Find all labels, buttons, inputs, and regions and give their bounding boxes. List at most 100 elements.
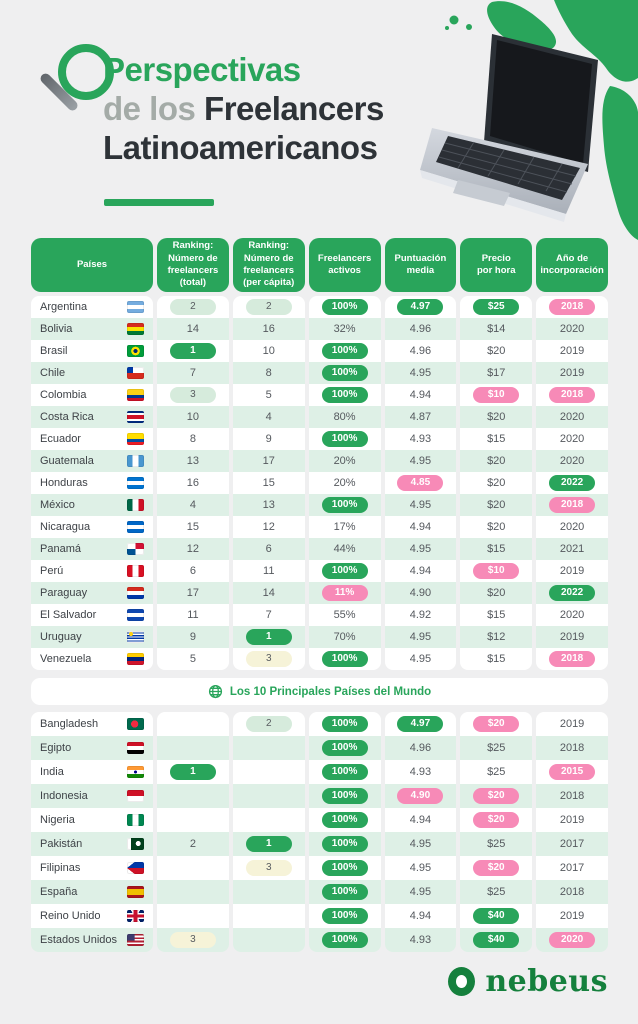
value-cell: 4.96 (384, 340, 457, 362)
value-cell: 2019 (536, 560, 608, 582)
value-cell: 4.96 (384, 736, 457, 760)
value-cell: 2018 (536, 296, 608, 318)
cell-value: 13 (262, 499, 275, 511)
country-name: Brasil (40, 345, 68, 357)
value-cell (232, 760, 305, 784)
cell-value: 20% (333, 477, 356, 489)
value-cell: 13 (232, 494, 305, 516)
world-section-divider: Los 10 Principales Países del Mundo (31, 678, 608, 705)
cell-value: 4.94 (409, 521, 432, 533)
value-pill: 2018 (549, 497, 596, 513)
value-cell: 13 (157, 450, 229, 472)
country-cell: Estados Unidos (31, 928, 153, 952)
cell-value: 7 (265, 609, 272, 621)
cell-value: 9 (189, 631, 196, 643)
country-cell: Nicaragua (31, 516, 153, 538)
cell-value: 15 (186, 521, 200, 533)
value-pill: 100% (321, 497, 368, 513)
cell-value: 70% (333, 631, 356, 643)
cell-value: 4.87 (409, 411, 432, 423)
cell-value: 4 (265, 411, 272, 423)
value-cell: 2020 (536, 450, 608, 472)
cell-value: 16 (262, 323, 275, 335)
country-cell: Paraguay (31, 582, 153, 604)
value-cell: $25 (460, 296, 533, 318)
value-cell: $12 (460, 626, 533, 648)
value-pill: $40 (473, 908, 520, 924)
flag-co-icon (127, 389, 144, 401)
value-cell: 100% (308, 712, 381, 736)
title-word-perspectivas: Perspectivas (103, 51, 301, 88)
flag-mx-icon (127, 499, 144, 511)
value-cell: 10 (157, 406, 229, 428)
value-pill: 100% (321, 563, 368, 579)
cell-value: $25 (487, 742, 506, 754)
cell-value: 2020 (559, 521, 585, 533)
country-name: Argentina (40, 301, 88, 313)
value-pill: 100% (321, 908, 368, 924)
title-word-freelancers: Freelancers (204, 90, 384, 127)
value-pill: 100% (321, 343, 368, 359)
cell-value: 32% (333, 323, 356, 335)
value-cell: 2021 (536, 538, 608, 560)
cell-value: 2018 (559, 790, 585, 802)
table-header-row: Países Ranking: Número de freelancers (to… (31, 238, 608, 292)
cell-value: $20 (487, 521, 506, 533)
country-cell: España (31, 880, 153, 904)
cell-value: 8 (189, 433, 196, 445)
value-cell: $15 (460, 604, 533, 626)
flag-ve-icon (127, 653, 144, 665)
value-cell: 4.93 (384, 760, 457, 784)
cell-value: 13 (186, 455, 200, 467)
value-pill: 2022 (549, 475, 596, 491)
value-cell: 2018 (536, 494, 608, 516)
country-name: El Salvador (40, 609, 97, 621)
country-cell: Venezuela (31, 648, 153, 670)
value-cell: 2017 (536, 832, 608, 856)
value-cell: 4.95 (384, 362, 457, 384)
cell-value: 17 (186, 587, 200, 599)
value-pill: 3 (169, 932, 216, 948)
value-cell: 9 (232, 428, 305, 450)
title-word-de-los: de los (103, 90, 196, 127)
value-pill: 1 (245, 836, 292, 852)
value-cell: $14 (460, 318, 533, 340)
value-cell: 4.94 (384, 808, 457, 832)
cell-value: 17 (262, 455, 275, 467)
value-cell: 9 (157, 626, 229, 648)
country-cell: El Salvador (31, 604, 153, 626)
value-cell: 4.95 (384, 450, 457, 472)
country-name: Bangladesh (40, 718, 99, 730)
value-pill: 2 (245, 299, 292, 315)
value-pill: 100% (321, 860, 368, 876)
flag-pk-icon (127, 838, 144, 850)
value-cell: 4.94 (384, 516, 457, 538)
value-cell: 2022 (536, 472, 608, 494)
value-cell: 4.95 (384, 832, 457, 856)
value-pill: 11% (321, 585, 368, 601)
value-cell (157, 808, 229, 832)
value-cell: 100% (308, 428, 381, 450)
country-cell: México (31, 494, 153, 516)
value-cell: 4.95 (384, 880, 457, 904)
flag-es-icon (127, 886, 144, 898)
country-name: México (40, 499, 75, 511)
value-pill: $10 (473, 387, 520, 403)
cell-value: 4.90 (409, 587, 432, 599)
brand-footer: nebeus (448, 964, 608, 999)
value-cell: 4.97 (384, 296, 457, 318)
value-cell: $10 (460, 384, 533, 406)
country-name: Chile (40, 367, 66, 379)
value-pill: 4.97 (397, 716, 444, 732)
flag-ar-icon (127, 301, 144, 313)
flag-in-icon (127, 766, 144, 778)
country-cell: Chile (31, 362, 153, 384)
value-pill: $10 (473, 563, 520, 579)
value-pill: 100% (321, 884, 368, 900)
flag-hn-icon (127, 477, 144, 489)
cell-value: $25 (487, 838, 506, 850)
country-name: Panamá (40, 543, 81, 555)
country-cell: Filipinas (31, 856, 153, 880)
value-cell: 2 (232, 712, 305, 736)
country-name: Venezuela (40, 653, 92, 665)
